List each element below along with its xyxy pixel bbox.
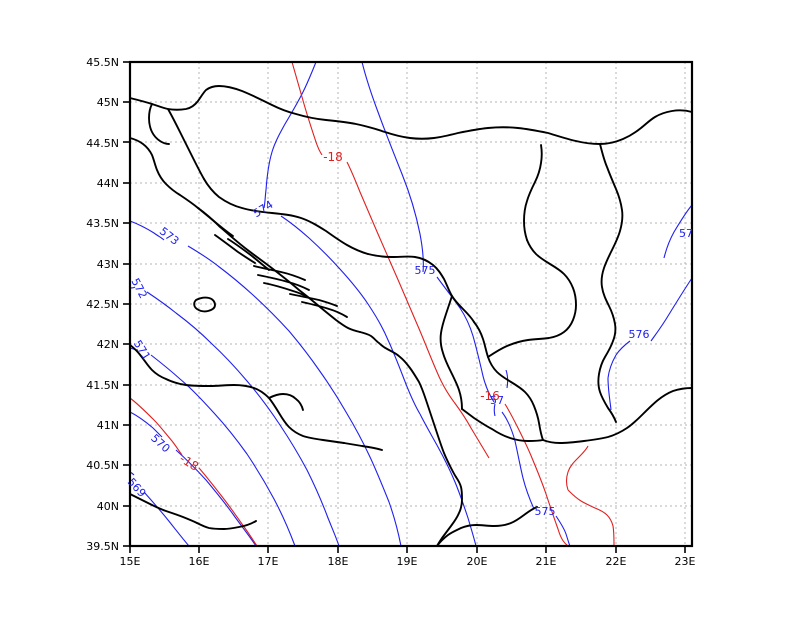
map-gridlines: [130, 62, 692, 546]
x-tick-label: 18E: [328, 555, 349, 568]
axis-ticks: [123, 61, 686, 553]
contour-label: 57: [490, 394, 504, 407]
y-tick-label: 44N: [97, 177, 119, 190]
x-tick-label: 20E: [467, 555, 488, 568]
contour-label: 575: [535, 505, 556, 518]
y-tick-label: 40N: [97, 500, 119, 513]
contour-label: 575: [415, 264, 436, 277]
x-tick-label: 19E: [397, 555, 418, 568]
y-tick-label: 41N: [97, 419, 119, 432]
x-tick-label: 15E: [120, 555, 141, 568]
y-tick-label: 45N: [97, 96, 119, 109]
x-tick-label: 21E: [536, 555, 557, 568]
contour-label: 576: [629, 328, 650, 341]
y-tick-label: 43N: [97, 258, 119, 271]
y-tick-label: 42.5N: [86, 298, 119, 311]
height-contours: [129, 61, 693, 547]
y-axis-labels: 45.5N 45N 44.5N 44N 43.5N 43N 42.5N 42N …: [86, 56, 119, 553]
contour-label: -16: [480, 389, 500, 403]
x-axis-labels: 15E 16E 17E 18E 19E 20E 21E 22E 23E: [120, 555, 696, 568]
y-tick-label: 44.5N: [86, 137, 119, 150]
y-tick-label: 42N: [97, 338, 119, 351]
x-tick-label: 17E: [258, 555, 279, 568]
y-tick-label: 41.5N: [86, 379, 119, 392]
y-tick-label: 43.5N: [86, 217, 119, 230]
y-tick-label: 39.5N: [86, 540, 119, 553]
coastlines-and-borders: [129, 85, 693, 547]
x-tick-label: 16E: [189, 555, 210, 568]
x-tick-label: 23E: [675, 555, 696, 568]
y-tick-label: 45.5N: [86, 56, 119, 69]
x-tick-label: 22E: [606, 555, 627, 568]
contour-label: -18: [323, 150, 343, 164]
y-tick-label: 40.5N: [86, 459, 119, 472]
contour-label: 57: [679, 227, 693, 240]
temperature-contours: [129, 61, 615, 547]
